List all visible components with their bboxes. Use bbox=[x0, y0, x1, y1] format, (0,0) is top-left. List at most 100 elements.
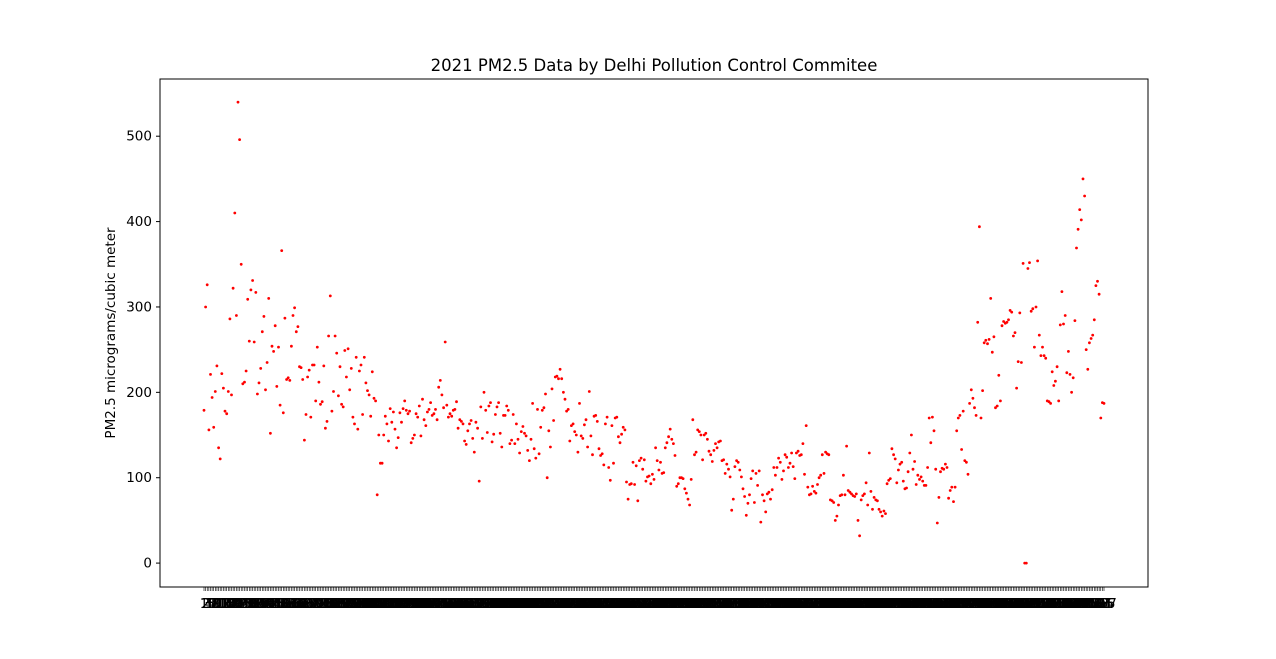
data-point bbox=[557, 377, 560, 381]
data-point bbox=[743, 495, 746, 498]
x-tick-label: 249 bbox=[593, 596, 619, 612]
x-tick-label: 370 bbox=[788, 596, 814, 612]
data-point bbox=[731, 497, 735, 501]
x-tick-label: 24 bbox=[233, 596, 250, 612]
x-tick-label: 520 bbox=[1031, 596, 1057, 612]
data-point bbox=[1099, 416, 1103, 420]
x-tick-label: 200 bbox=[513, 596, 539, 612]
x-tick-label: 247 bbox=[589, 596, 615, 612]
data-point bbox=[544, 392, 547, 396]
y-axis: 0 100 200 300 400 500 bbox=[126, 129, 160, 572]
x-tick-label: 149 bbox=[431, 596, 457, 612]
x-tick-label: 392 bbox=[824, 596, 850, 612]
data-point bbox=[934, 467, 938, 471]
x-tick-label: 101 bbox=[353, 596, 379, 612]
x-tick-label: 39 bbox=[257, 596, 274, 612]
x-tick-label: 323 bbox=[712, 596, 738, 612]
x-tick-label: 71 bbox=[309, 596, 326, 612]
x-tick-label: 488 bbox=[979, 596, 1005, 612]
data-point bbox=[275, 385, 279, 388]
data-point bbox=[278, 403, 282, 407]
x-tick-label: 214 bbox=[536, 596, 562, 612]
x-tick-label: 475 bbox=[958, 596, 984, 612]
data-point bbox=[608, 478, 612, 482]
data-point bbox=[604, 422, 607, 426]
data-point bbox=[835, 514, 839, 518]
data-point bbox=[612, 461, 615, 465]
data-point bbox=[1039, 354, 1043, 357]
x-tick-label: 472 bbox=[954, 596, 980, 612]
data-point bbox=[764, 510, 768, 514]
x-tick-label: 408 bbox=[850, 596, 876, 612]
x-tick-label: 280 bbox=[643, 596, 669, 612]
data-point bbox=[642, 458, 646, 462]
data-point bbox=[659, 460, 662, 464]
x-tick-label: 432 bbox=[889, 596, 915, 612]
data-point bbox=[919, 475, 923, 479]
x-tick-label: 434 bbox=[892, 596, 918, 612]
data-point bbox=[383, 414, 387, 418]
data-point bbox=[783, 453, 787, 457]
data-point bbox=[246, 297, 250, 301]
x-tick-label: 159 bbox=[447, 596, 473, 612]
x-tick-label: 444 bbox=[908, 596, 934, 612]
x-tick-label: 282 bbox=[646, 596, 672, 612]
data-point bbox=[291, 314, 295, 317]
x-tick-label: 381 bbox=[806, 596, 832, 612]
data-point bbox=[353, 422, 356, 426]
x-tick-label: 460 bbox=[934, 596, 960, 612]
x-tick-label: 97 bbox=[351, 596, 368, 612]
x-tick-label: 98 bbox=[352, 596, 369, 612]
data-point bbox=[858, 534, 861, 538]
data-point bbox=[727, 467, 730, 471]
data-point bbox=[562, 390, 565, 394]
x-tick-label: 335 bbox=[732, 596, 758, 612]
x-tick-label: 464 bbox=[941, 596, 967, 612]
x-tick-label: 27 bbox=[237, 596, 254, 612]
x-tick-label: 360 bbox=[772, 596, 798, 612]
data-point bbox=[1026, 267, 1030, 270]
x-tick-label: 311 bbox=[693, 596, 719, 612]
data-point bbox=[751, 469, 755, 473]
data-point bbox=[926, 466, 929, 469]
data-point bbox=[723, 472, 727, 475]
data-point bbox=[324, 426, 327, 430]
data-point bbox=[796, 449, 800, 453]
x-tick-label: 293 bbox=[664, 596, 690, 612]
x-tick-label: 49 bbox=[273, 596, 290, 612]
x-tick-label: 204 bbox=[520, 596, 546, 612]
x-tick-label: 309 bbox=[690, 596, 716, 612]
data-point bbox=[623, 428, 627, 432]
x-tick-label: 310 bbox=[691, 596, 717, 612]
data-point bbox=[505, 404, 509, 408]
x-tick-label: 134 bbox=[406, 596, 432, 612]
x-tick-label: 422 bbox=[873, 596, 899, 612]
data-point bbox=[299, 366, 303, 369]
data-point bbox=[772, 466, 776, 469]
x-tick-label: 139 bbox=[414, 596, 440, 612]
x-tick-label: 106 bbox=[361, 596, 387, 612]
x-tick-label: 450 bbox=[918, 596, 944, 612]
x-tick-label: 4 bbox=[205, 596, 214, 612]
x-tick-label: 6 bbox=[208, 596, 217, 612]
data-point bbox=[325, 420, 329, 423]
data-point bbox=[1052, 384, 1056, 387]
x-tick-label: 231 bbox=[563, 596, 589, 612]
x-tick-label: 30 bbox=[242, 596, 259, 612]
x-tick-label: 369 bbox=[787, 596, 813, 612]
y-axis-label: PM2.5 micrograms/cubic meter bbox=[103, 227, 119, 439]
data-point bbox=[995, 404, 999, 408]
x-tick-label: 546 bbox=[1073, 596, 1099, 612]
data-point bbox=[1031, 307, 1035, 311]
x-tick-label: 68 bbox=[304, 596, 321, 612]
data-point bbox=[338, 365, 342, 369]
data-point bbox=[456, 426, 460, 430]
data-point bbox=[1010, 310, 1014, 314]
data-point bbox=[494, 413, 497, 416]
x-tick-label: 321 bbox=[709, 596, 735, 612]
data-point bbox=[879, 510, 882, 514]
x-tick-label: 477 bbox=[962, 596, 988, 612]
data-point bbox=[1073, 319, 1077, 322]
data-point bbox=[906, 470, 910, 474]
data-point bbox=[1058, 323, 1062, 327]
